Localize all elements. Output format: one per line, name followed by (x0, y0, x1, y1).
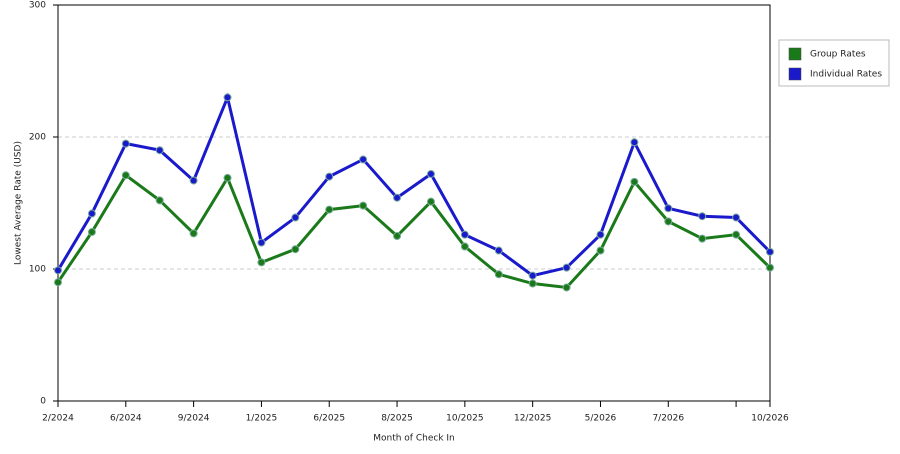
data-point (54, 278, 62, 287)
data-point (189, 229, 198, 238)
x-tick-label: 9/2024 (178, 414, 210, 424)
data-point (87, 209, 96, 218)
data-point (223, 173, 232, 182)
data-point (87, 228, 96, 237)
data-point (223, 93, 232, 102)
y-tick-label: 200 (29, 133, 46, 143)
x-tick-label: 12/2025 (514, 414, 551, 424)
plot-frame (57, 4, 771, 402)
y-tick-label: 100 (29, 265, 46, 275)
y-axis-label: Lowest Average Rate (USD) (14, 141, 24, 265)
data-point (393, 193, 402, 202)
data-point (766, 247, 774, 256)
data-point (54, 266, 62, 275)
data-point (291, 245, 300, 254)
x-tick-label: 6/2024 (110, 414, 142, 424)
data-point (732, 213, 741, 222)
data-point (494, 246, 503, 255)
data-point (359, 155, 368, 164)
y-tick-label: 300 (29, 1, 46, 11)
data-point (596, 246, 605, 255)
data-point (426, 197, 435, 206)
x-tick-label: 10/2025 (446, 414, 483, 424)
data-point (460, 230, 469, 239)
x-tick-label: 2/2024 (42, 414, 74, 424)
data-point (664, 204, 673, 213)
data-point (393, 232, 402, 240)
data-point (257, 258, 266, 267)
data-point (189, 176, 198, 185)
data-point (528, 279, 537, 288)
data-point (325, 172, 334, 181)
data-point (325, 205, 334, 214)
series-line (56, 92, 772, 278)
x-tick-label: 1/2025 (246, 414, 278, 424)
data-point (562, 283, 571, 292)
data-point (494, 270, 503, 279)
data-point (155, 196, 164, 205)
x-tick-label: 5/2026 (585, 414, 617, 424)
legend-label: Group Rates (810, 50, 866, 60)
x-tick-label: 6/2025 (313, 414, 345, 424)
data-point (562, 263, 571, 272)
data-point (630, 138, 639, 147)
data-point (359, 201, 368, 210)
data-point (596, 230, 605, 239)
legend-swatch (788, 47, 802, 61)
data-point (291, 213, 300, 222)
data-point (460, 242, 469, 251)
data-point (630, 177, 639, 186)
data-point (664, 217, 673, 226)
data-point (766, 263, 774, 272)
data-point (257, 238, 266, 247)
data-point (426, 169, 435, 178)
legend-label: Individual Rates (810, 70, 882, 80)
data-point (121, 139, 130, 148)
x-axis-label: Month of Check In (373, 434, 455, 444)
legend-swatch (788, 67, 802, 81)
data-point (698, 212, 707, 221)
data-point (155, 146, 164, 155)
data-point (732, 230, 741, 239)
x-tick-label: 8/2025 (381, 414, 413, 424)
x-tick-label: 7/2026 (652, 414, 684, 424)
y-tick-label: 0 (40, 397, 46, 407)
x-tick-label: 10/2026 (751, 414, 789, 424)
data-point (121, 171, 130, 180)
data-point (528, 271, 537, 280)
series-line (56, 173, 772, 290)
data-point (698, 234, 707, 243)
